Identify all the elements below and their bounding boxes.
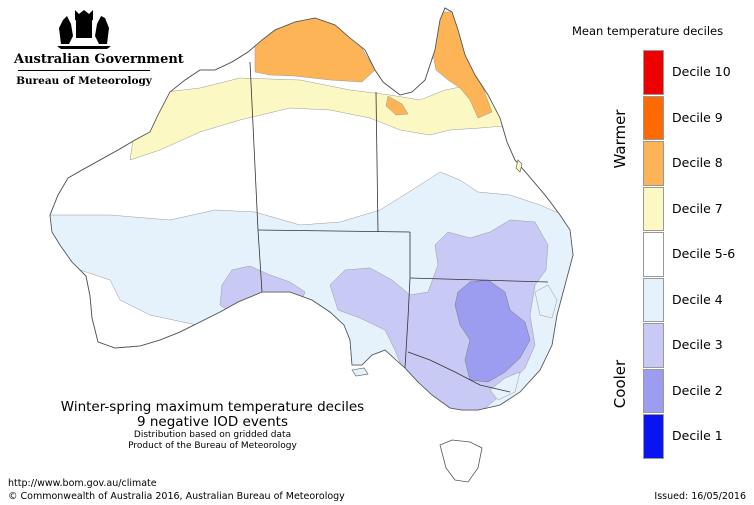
caption-line-1: Distribution based on gridded data xyxy=(133,430,292,440)
legend-swatch xyxy=(643,50,664,95)
logo-divider xyxy=(18,70,150,71)
government-logo: Australian Government Bureau of Meteorol… xyxy=(14,6,184,87)
legend-label: Decile 3 xyxy=(672,337,723,352)
legend-swatch xyxy=(643,414,664,459)
legend-swatch xyxy=(643,141,664,186)
legend-label: Decile 8 xyxy=(672,155,723,170)
coat-of-arms-icon xyxy=(57,10,111,49)
caption-subtitle: 9 negative IOD events xyxy=(137,414,288,430)
fraser-island xyxy=(515,159,523,173)
region-decile-4-southeast-coast xyxy=(489,371,521,401)
legend-label: Decile 4 xyxy=(672,291,723,307)
region-decile-4-east-coast xyxy=(534,284,558,319)
legend-swatch xyxy=(643,232,664,277)
region-decile-2-southeast xyxy=(454,279,531,383)
bureau-name: Bureau of Meteorology xyxy=(16,75,152,87)
region-decile-7-north xyxy=(129,77,521,161)
legend-label: Decile 5-6 xyxy=(672,246,736,261)
region-decile-8-gulf xyxy=(385,95,409,116)
legend-swatch xyxy=(643,277,664,322)
caption-line-2: Product of the Bureau of Meteorology xyxy=(128,441,297,451)
legend-swatch xyxy=(643,368,664,413)
kangaroo-island xyxy=(351,367,369,377)
region-decile-8-top-end xyxy=(254,13,376,83)
state-borders xyxy=(249,61,549,393)
legend-title: Mean temperature deciles xyxy=(572,24,724,38)
government-name: Australian Government xyxy=(14,52,184,67)
cooler-label: Cooler xyxy=(611,359,629,409)
caption-title: Winter-spring maximum temperature decile… xyxy=(60,399,365,415)
footer-copyright: © Commonwealth of Australia 2016, Austra… xyxy=(8,491,345,502)
legend-swatch xyxy=(643,186,664,231)
footer-issued-date: Issued: 16/05/2016 xyxy=(654,491,746,502)
legend-label: Decile 1 xyxy=(672,428,723,443)
legend-swatch xyxy=(643,323,664,368)
tasmania xyxy=(439,439,483,483)
legend-label: Decile 7 xyxy=(672,200,723,216)
warmer-label: Warmer xyxy=(611,109,629,169)
footer-url: http://www.bom.gov.au/climate xyxy=(8,478,157,489)
legend-swatch xyxy=(643,95,664,140)
legend-label: Decile 2 xyxy=(672,382,723,398)
legend-label: Decile 9 xyxy=(672,109,723,125)
legend-label: Decile 10 xyxy=(672,64,731,79)
map-caption: Winter-spring maximum temperature decile… xyxy=(40,400,385,452)
